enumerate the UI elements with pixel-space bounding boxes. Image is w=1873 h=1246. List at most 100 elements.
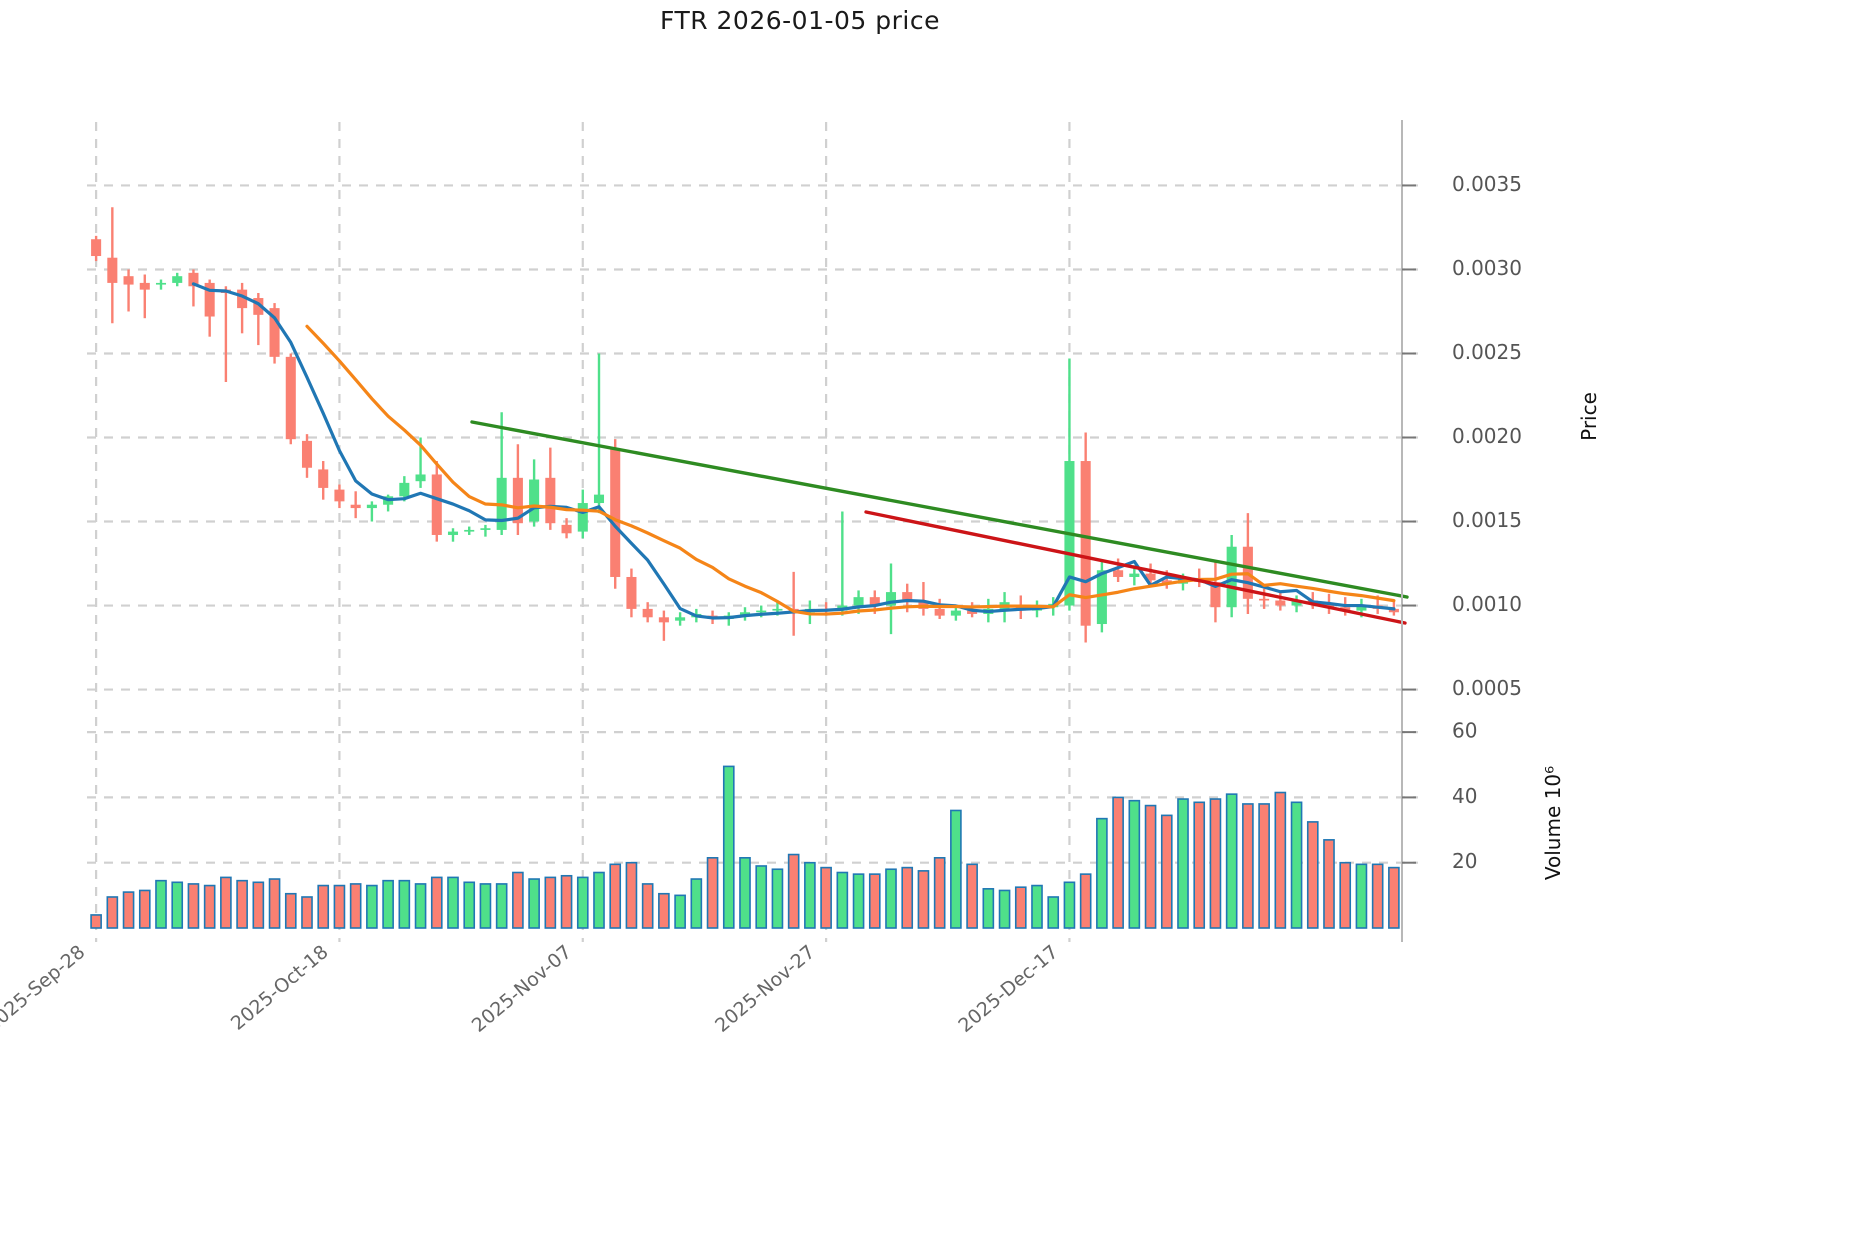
volume-bar [171,881,184,929]
candlestick [918,582,929,616]
candlestick [172,272,183,287]
price-tick-label: 0.0020 [1452,424,1522,448]
candlestick [237,282,248,334]
volume-bar [1177,798,1189,929]
candlestick [188,269,199,307]
volume-bar [1355,863,1368,929]
candlestick [512,444,523,535]
volume-bar [1144,804,1157,929]
volume-bar [1290,801,1303,929]
trend-line-green [470,420,1409,599]
candlestick [1259,588,1270,609]
volume-bar [1339,861,1352,929]
price-tick-label: 0.0010 [1452,592,1522,616]
candlestick [480,524,491,537]
volume-bar [1063,881,1076,929]
volume-bar [1096,817,1108,929]
candlestick [739,607,751,621]
moving-average-lines [191,282,1396,620]
volume-bar [739,857,751,929]
volume-bar [917,870,930,929]
price-axis-title: Price [1577,392,1601,441]
candlestick [1194,568,1205,588]
candlestick [658,610,669,641]
volume-bar [1258,803,1270,929]
candlestick [1291,595,1302,613]
volume-bar [366,884,378,929]
volume-bar [252,881,265,929]
price-tick-label: 0.0025 [1452,340,1522,364]
volume-bar [220,876,232,929]
volume-bar [1079,873,1092,929]
candlestick [431,461,442,542]
candlestick [464,526,475,535]
candlestick [675,612,686,626]
volume-bar [1160,814,1173,929]
volume-bar [625,861,638,929]
volume-bar [982,888,995,929]
volume-bar [333,884,346,929]
volume-bar [1388,866,1400,929]
volume-bar [820,866,832,929]
volume-bar [479,883,492,929]
volume-bar [722,765,735,929]
candlestick [1210,560,1221,623]
volume-bar [301,896,313,929]
volume-bar [755,865,768,929]
candlestick [318,461,329,500]
price-tick-label: 0.0035 [1452,172,1522,196]
volume-bar [1225,793,1238,929]
candlestick [269,303,280,364]
volume-bar [106,896,119,929]
volume-axis-title: Volume 10⁶ [1541,766,1565,880]
volume-bar [1031,884,1043,929]
price-tick-label: 0.0015 [1452,508,1522,532]
volume-bar [203,884,216,929]
volume-bar [382,879,394,929]
date-tick-label: 2025-Oct-18 [227,941,333,1035]
volume-bar [414,883,427,929]
volume-tick-label: 20 [1452,849,1477,873]
volume-tick-label: 40 [1452,784,1477,808]
volume-bar [1047,896,1060,929]
volume-bar [495,883,508,929]
date-tick-label: 2025-Sep-28 [0,941,89,1036]
volume-bar [447,876,459,929]
volume-series [90,765,1400,929]
axis-titles: Price Volume 10⁶ [1541,392,1601,880]
volume-bar [787,853,800,929]
volume-bar [560,874,573,929]
volume-bar [349,883,362,929]
candlestick [626,568,637,618]
volume-bar [836,871,849,929]
candlestick [139,274,150,319]
candlestick [285,353,296,445]
candlestick [301,434,313,478]
volume-bar [609,863,622,929]
volume-bar [641,883,654,929]
volume-bar [317,884,330,929]
volume-bar [155,879,167,929]
price-tick-label: 0.0005 [1452,676,1522,700]
volume-bar [658,892,670,929]
candlestick [220,286,231,383]
volume-bar [593,871,605,929]
candlestick [593,353,605,514]
candlestick [1242,513,1253,614]
date-axis-ticks: 2025-Sep-28 2025-Oct-18 2025-Nov-07 2025-No… [0,941,1063,1037]
volume-bar [268,878,281,929]
candlestick [788,571,799,636]
volume-bar [674,894,686,929]
trend-lines [470,420,1409,625]
candlestick [837,511,848,616]
candlestick [1064,358,1075,611]
volume-bar [187,883,200,929]
grid-lines [87,184,1418,864]
volume-bar [690,878,703,929]
candlestick [545,447,556,530]
volume-bar [398,879,411,929]
moving-average-line [305,324,1396,616]
volume-bar [950,809,962,929]
